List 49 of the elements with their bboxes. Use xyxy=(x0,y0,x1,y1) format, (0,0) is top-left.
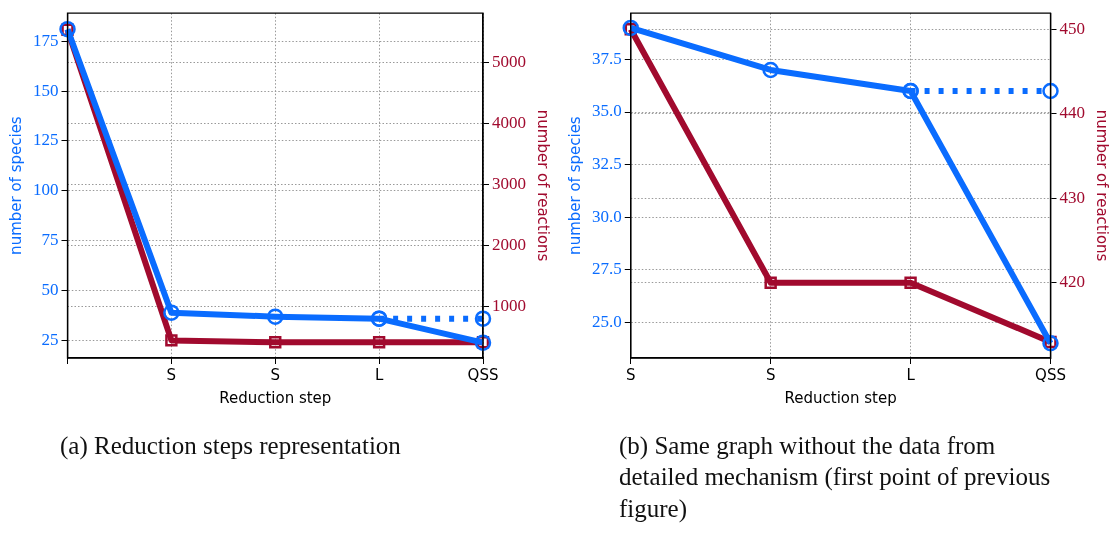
x-tick-label: L xyxy=(906,365,916,384)
point xyxy=(762,61,779,79)
point xyxy=(372,336,386,349)
x-tick-label: S xyxy=(270,365,281,384)
y2-tick-label: 450 xyxy=(1059,18,1085,38)
x-axis-title: Reduction step xyxy=(219,388,332,407)
y-tick-label: 25.0 xyxy=(592,311,622,331)
y-tick-label: 175 xyxy=(33,30,59,50)
y2-tick-label: 420 xyxy=(1059,272,1085,292)
y-tick-label: 32.5 xyxy=(592,154,622,174)
x-tick-label: S xyxy=(765,365,776,384)
point xyxy=(474,310,492,327)
text: (b) Same graph without the data from detailed mechanism (first point of previous figure) xyxy=(618,431,1052,524)
y2-axis-title: number of reactions xyxy=(534,109,553,262)
y-tick-label: 100 xyxy=(33,180,59,200)
point xyxy=(1042,82,1059,100)
y-tick-label: 50 xyxy=(41,280,59,300)
point xyxy=(764,276,777,289)
y2-tick-label: 5000 xyxy=(492,52,526,72)
y2-tick-label: 4000 xyxy=(492,113,526,133)
point xyxy=(904,276,917,289)
point xyxy=(165,334,178,347)
x-axis-title: Reduction step xyxy=(784,388,897,407)
y-tick-label: 25 xyxy=(41,330,59,350)
y-axis-title: number of species xyxy=(565,116,584,255)
x-tick-label: S xyxy=(166,365,177,384)
point xyxy=(269,336,282,349)
y2-tick-label: 3000 xyxy=(492,174,526,194)
y-tick-label: 75 xyxy=(41,230,59,250)
y-axis-title: number of species xyxy=(6,116,25,255)
point xyxy=(267,308,284,325)
y2-axis-title: number of reactions xyxy=(1093,109,1112,262)
y2-tick-label: 430 xyxy=(1059,187,1085,207)
text: (a) Reduction steps representation xyxy=(59,431,402,462)
y-tick-label: 125 xyxy=(33,130,59,150)
y-tick-label: 37.5 xyxy=(592,48,622,68)
y-tick-label: 30.0 xyxy=(592,206,622,226)
y2-tick-label: 1000 xyxy=(492,296,526,316)
x-tick-label: QSS xyxy=(467,365,499,384)
point xyxy=(163,304,180,321)
y-tick-label: 35.0 xyxy=(592,101,622,121)
x-tick-label: QSS xyxy=(1035,365,1066,384)
y-tick-label: 150 xyxy=(33,80,59,100)
x-tick-label: L xyxy=(374,365,384,384)
y-tick-label: 27.5 xyxy=(592,259,622,279)
y2-tick-label: 440 xyxy=(1059,103,1085,123)
y2-tick-label: 2000 xyxy=(492,235,526,255)
point xyxy=(622,19,639,37)
x-tick-label: S xyxy=(625,365,636,384)
